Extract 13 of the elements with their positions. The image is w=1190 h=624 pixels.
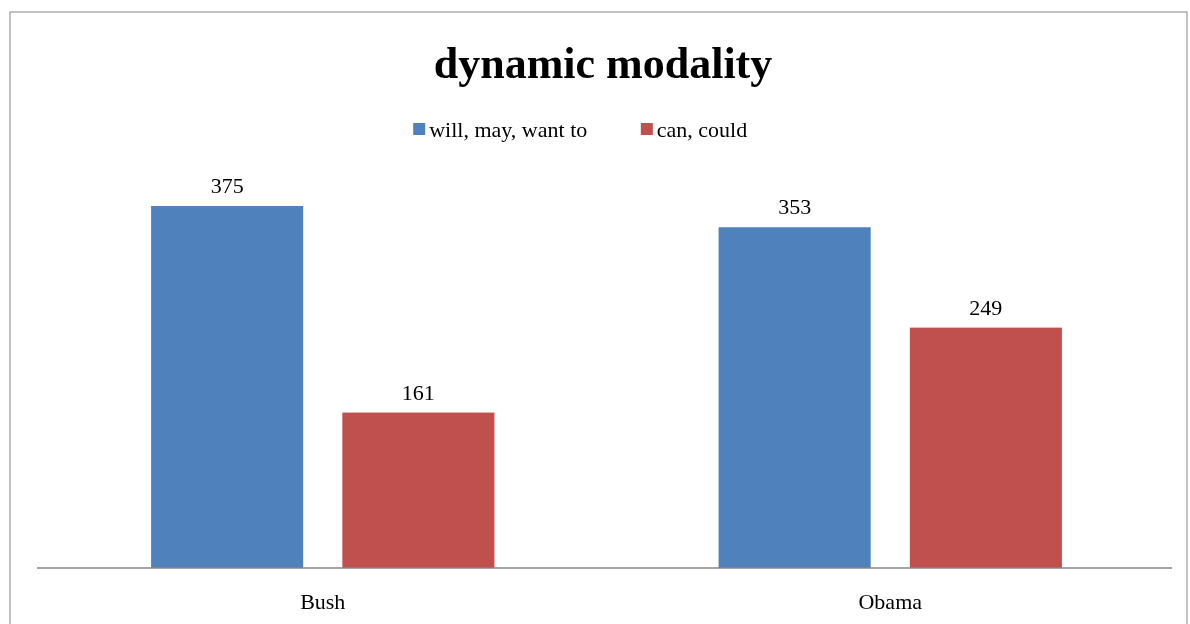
- x-tick-label: Bush: [300, 589, 346, 614]
- data-label: 375: [210, 173, 244, 198]
- bar: [342, 412, 495, 568]
- data-label: 353: [778, 194, 812, 220]
- bar: [718, 227, 871, 568]
- x-tick-label: Obama: [858, 589, 923, 614]
- bar: [909, 327, 1062, 568]
- chart-title: dynamic modality: [433, 39, 773, 88]
- data-label: 161: [401, 379, 435, 405]
- legend-label: can, could: [656, 117, 748, 142]
- data-label: 249: [969, 294, 1003, 320]
- bar: [151, 206, 304, 568]
- legend-label: will, may, want to: [429, 117, 588, 142]
